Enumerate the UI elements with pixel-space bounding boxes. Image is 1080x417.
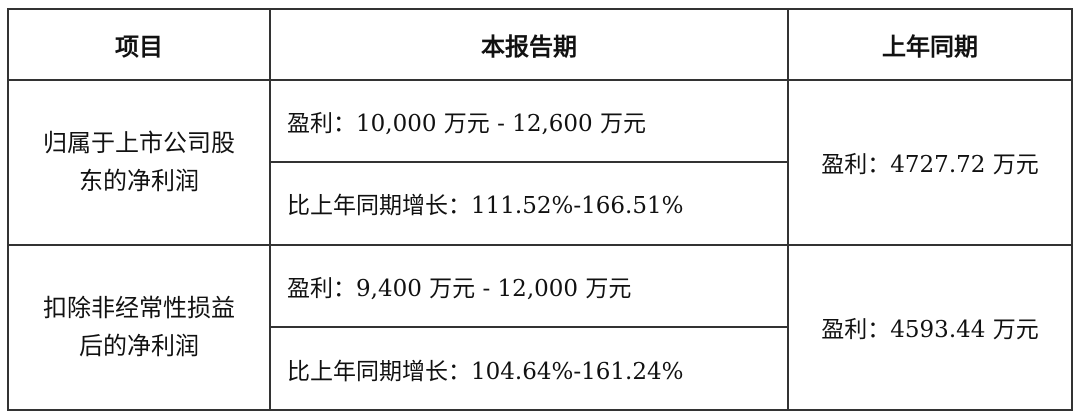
table-row: 比上年同期增长：111.52%-166.51% bbox=[8, 161, 1072, 246]
prior-period-cell: 盈利：4727.72 万元 bbox=[787, 78, 1073, 246]
item-label: 归属于上市公司股 bbox=[43, 129, 235, 158]
header-item: 项目 bbox=[7, 8, 271, 81]
item-cell: 扣除非经常性损益 后的净利润 bbox=[7, 243, 271, 412]
current-profit-cell: 盈利：9,400 万元 - 12,000 万元 bbox=[269, 243, 789, 329]
current-growth-cell: 比上年同期增长：104.64%-161.24% bbox=[269, 326, 789, 411]
item-cell: 归属于上市公司股 东的净利润 bbox=[7, 78, 271, 246]
current-growth-cell: 比上年同期增长：111.52%-166.51% bbox=[269, 161, 789, 246]
table-row: 比上年同期增长：104.64%-161.24% bbox=[8, 326, 1072, 411]
current-profit-cell: 盈利：10,000 万元 - 12,600 万元 bbox=[269, 78, 789, 164]
header-current-period: 本报告期 bbox=[269, 8, 789, 81]
table-row: 归属于上市公司股 东的净利润 盈利：10,000 万元 - 12,600 万元 … bbox=[7, 78, 1073, 246]
item-label: 后的净利润 bbox=[79, 332, 199, 361]
header-prior-period: 上年同期 bbox=[787, 8, 1073, 81]
table-row: 扣除非经常性损益 后的净利润 盈利：9,400 万元 - 12,000 万元 盈… bbox=[7, 243, 1073, 412]
item-label: 东的净利润 bbox=[79, 167, 199, 196]
prior-period-cell: 盈利：4593.44 万元 bbox=[787, 243, 1073, 412]
item-label: 扣除非经常性损益 bbox=[43, 294, 235, 323]
earnings-forecast-table: 项目 本报告期 上年同期 归属于上市公司股 东的净利润 盈利：10,000 万元… bbox=[7, 8, 1073, 412]
header-row: 项目 本报告期 上年同期 bbox=[7, 8, 1073, 81]
